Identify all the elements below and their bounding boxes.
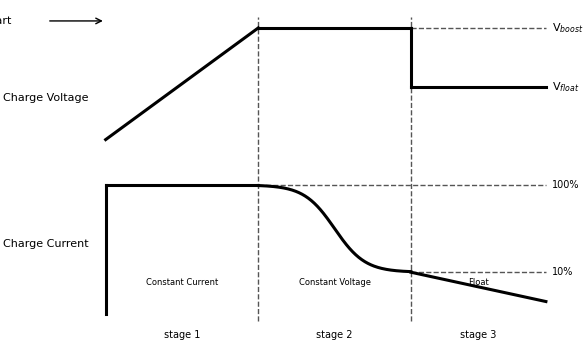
- Text: 10%: 10%: [552, 267, 573, 277]
- Text: stage 2: stage 2: [316, 330, 353, 340]
- Text: V$_{boost}$: V$_{boost}$: [552, 21, 583, 35]
- Text: Charge Voltage: Charge Voltage: [3, 93, 89, 103]
- Text: Float: Float: [468, 278, 489, 287]
- Text: Constant Current: Constant Current: [146, 278, 218, 287]
- Text: 100%: 100%: [552, 180, 579, 190]
- Text: Start: Start: [0, 16, 12, 26]
- Text: stage 3: stage 3: [460, 330, 497, 340]
- Text: Constant Voltage: Constant Voltage: [299, 278, 370, 287]
- Text: Charge Current: Charge Current: [3, 239, 89, 249]
- Text: stage 1: stage 1: [164, 330, 200, 340]
- Text: V$_{float}$: V$_{float}$: [552, 80, 579, 94]
